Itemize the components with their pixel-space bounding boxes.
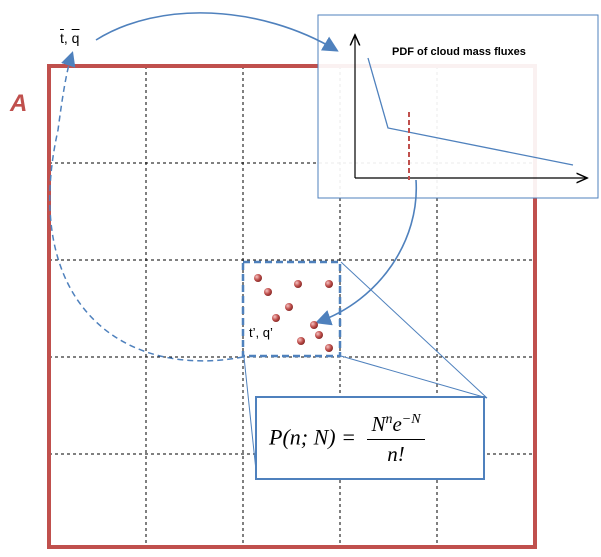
poisson-formula: P(n; N) = Nne−N n! <box>269 412 425 467</box>
mean-variables-label: t, q <box>60 30 79 46</box>
formula-denominator: n! <box>387 442 405 466</box>
cloud-dot <box>294 280 302 288</box>
highlighted-cell <box>241 260 342 358</box>
domain-label: A <box>10 90 28 117</box>
formula-num-exp1: n <box>385 412 393 427</box>
perturbation-label: t’, q’ <box>249 325 273 340</box>
cloud-dot <box>272 314 280 322</box>
arrow-cell-to-mean <box>49 51 244 362</box>
cloud-dot <box>325 344 333 352</box>
cloud-dot <box>285 303 293 311</box>
formula-num-base: N <box>371 412 386 436</box>
mean-separator: , <box>63 30 72 46</box>
arrow-mean-to-pdf <box>95 12 339 52</box>
zoom-line <box>340 355 488 399</box>
cloud-dot <box>310 321 318 329</box>
pdf-axes <box>355 36 586 178</box>
mean-q: q <box>71 30 80 46</box>
cloud-dot <box>264 288 272 296</box>
pdf-title: PDF of cloud mass fluxes <box>392 46 526 58</box>
formula-numerator: Nne−N <box>367 412 425 440</box>
zoom-line <box>340 261 488 399</box>
zoom-line <box>243 356 258 481</box>
pdf-curve <box>367 57 574 166</box>
cloud-dot <box>297 337 305 345</box>
arrow-pdf-to-cell <box>314 179 418 326</box>
formula-fraction: Nne−N n! <box>367 412 425 467</box>
mean-t: t <box>60 30 64 46</box>
formula-num-mid: e <box>392 412 402 436</box>
domain-border <box>47 64 537 549</box>
cloud-dots <box>254 274 333 352</box>
formula-box: P(n; N) = Nne−N n! <box>255 396 485 480</box>
cloud-dot <box>325 280 333 288</box>
cloud-dot <box>254 274 262 282</box>
formula-num-exp2: −N <box>401 412 421 427</box>
formula-lhs: P(n; N) = <box>269 424 356 450</box>
pdf-panel <box>317 14 599 199</box>
cloud-dot <box>315 331 323 339</box>
